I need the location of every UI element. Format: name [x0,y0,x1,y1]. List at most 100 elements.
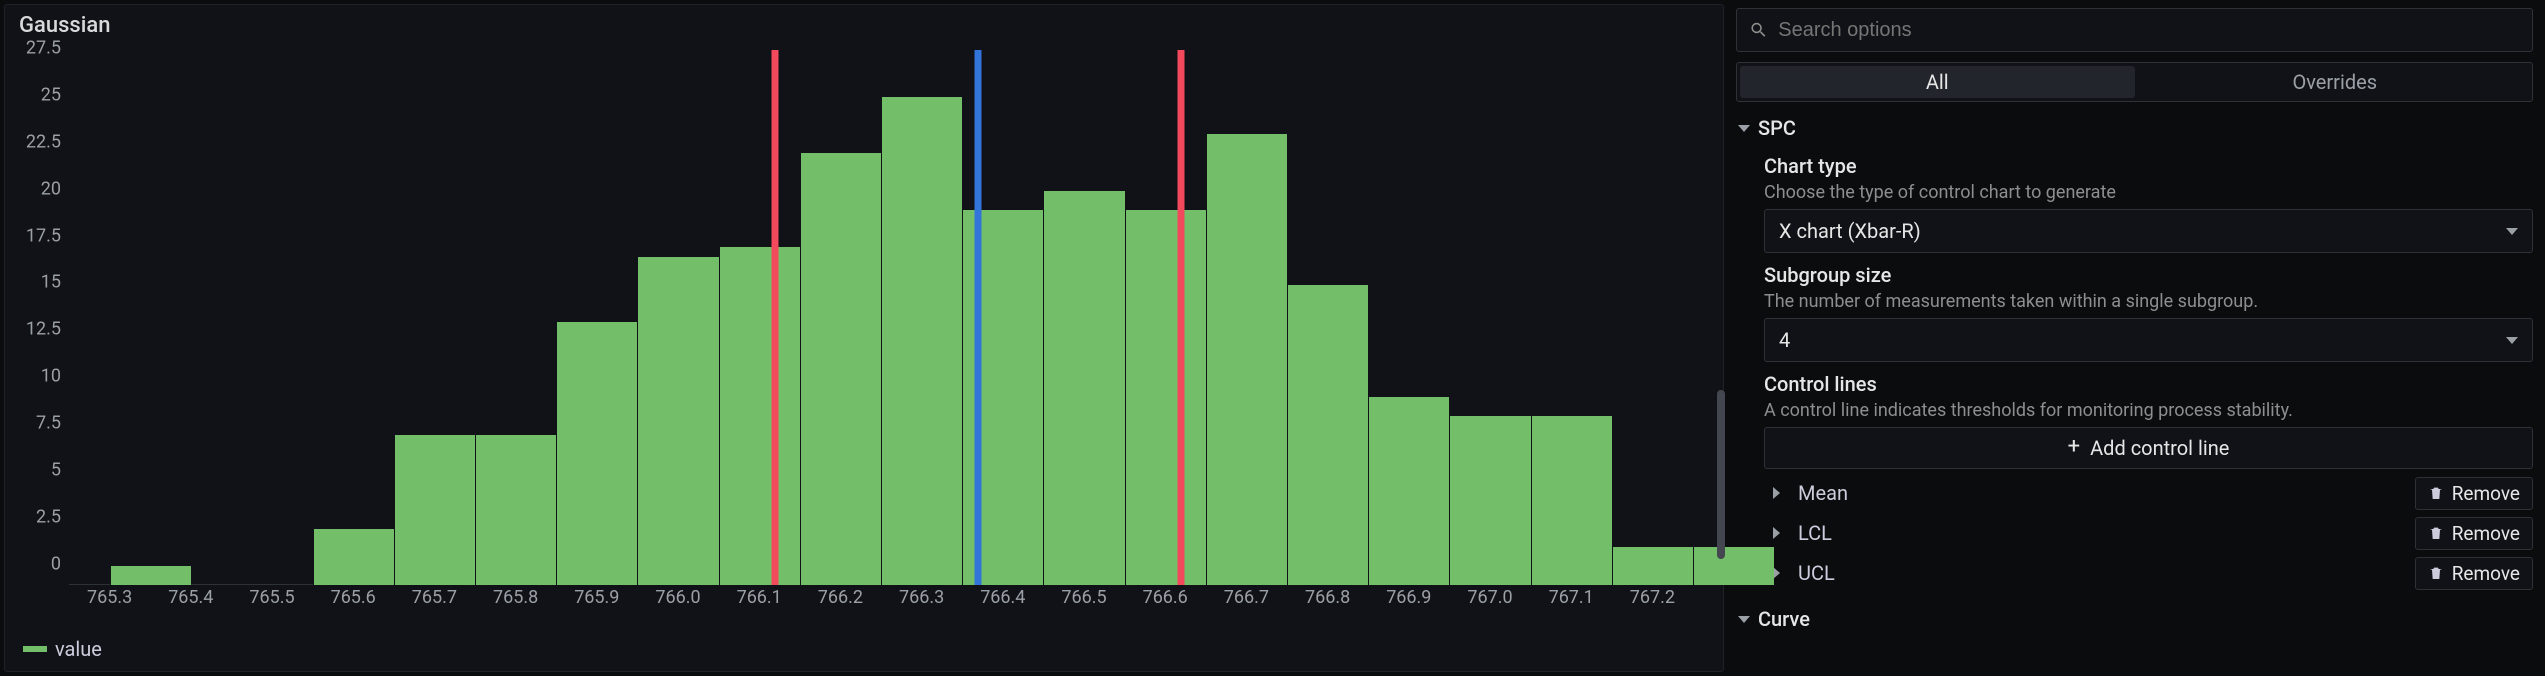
histogram-bar [1693,547,1774,585]
section-curve: Curve [1736,603,2533,635]
field-chart-type: Chart type Choose the type of control ch… [1736,154,2533,253]
histogram-bar [1125,210,1206,585]
x-tick: 766.1 [737,587,782,608]
histogram-bar [637,257,718,586]
control-line-ucl [1178,50,1185,585]
control-line-row: Mean Remove [1764,473,2533,513]
remove-label: Remove [2452,562,2520,585]
y-tick: 5 [51,460,61,481]
x-tick: 765.8 [493,587,538,608]
add-control-line-button[interactable]: + Add control line [1764,427,2533,469]
control-line-row: UCLRemove [1764,553,2533,593]
histogram-bar [1368,397,1449,585]
tab-all[interactable]: All [1740,66,2135,98]
subgroup-select[interactable]: 4 [1764,318,2533,362]
section-spc: SPC Chart type Choose the type of contro… [1736,112,2533,593]
histogram-bar [1612,547,1693,585]
y-tick: 25 [41,84,61,105]
histogram-bar [394,435,475,585]
section-curve-title: Curve [1758,607,1810,631]
histogram-bar [719,247,800,585]
remove-label: Remove [2452,522,2520,545]
panel-title: Gaussian [5,5,1723,42]
control-lines-desc: A control line indicates thresholds for … [1764,400,2533,421]
chart-type-desc: Choose the type of control chart to gene… [1764,182,2533,203]
histogram-bar [556,322,637,585]
subgroup-value: 4 [1779,328,1790,352]
chart-type-value: X chart (Xbar-R) [1779,219,1921,243]
histogram-bar [1531,416,1612,585]
histogram-bar [1449,416,1530,585]
y-tick: 0 [51,554,61,575]
x-tick: 765.3 [87,587,132,608]
chevron-down-icon [1738,125,1750,132]
search-input[interactable] [1778,19,2520,42]
y-tick: 7.5 [36,413,61,434]
section-spc-title: SPC [1758,116,1796,140]
plot-wrap: 02.557.51012.51517.52022.52527.5 765.376… [9,46,1705,627]
x-tick: 766.4 [980,587,1025,608]
x-tick: 765.7 [412,587,457,608]
field-subgroup: Subgroup size The number of measurements… [1736,263,2533,362]
histogram-bar [881,97,962,585]
scrollbar[interactable] [1717,13,1725,663]
chevron-down-icon [2506,228,2518,235]
tab-overrides[interactable]: Overrides [2138,63,2533,101]
control-lines-list: MeanRemoveLCLRemoveUCLRemove [1764,473,2533,593]
trash-icon [2428,485,2444,501]
chevron-right-icon [1773,527,1780,539]
x-tick: 766.0 [655,587,700,608]
histogram-bar [1287,285,1368,585]
subgroup-desc: The number of measurements taken within … [1764,291,2533,312]
remove-label: Remove [2452,482,2520,505]
y-tick: 10 [41,366,61,387]
chart-type-select[interactable]: X chart (Xbar-R) [1764,209,2533,253]
x-tick: 766.6 [1143,587,1188,608]
remove-button[interactable]: Remove [2415,477,2533,510]
y-tick: 12.5 [26,319,61,340]
y-tick: 27.5 [26,37,61,58]
trash-icon [2428,565,2444,581]
y-tick: 2.5 [36,507,61,528]
legend-label: value [55,637,102,661]
x-tick: 765.4 [168,587,213,608]
plot-area [69,50,1693,585]
chart-panel: Gaussian 02.557.51012.51517.52022.52527.… [4,4,1724,672]
histogram-bar [110,566,191,585]
y-tick: 17.5 [26,225,61,246]
trash-icon [2428,525,2444,541]
x-tick: 767.0 [1467,587,1512,608]
remove-button[interactable]: Remove [2415,517,2533,550]
x-tick: 766.9 [1386,587,1431,608]
control-line-lcl [772,50,779,585]
field-control-lines: Control lines A control line indicates t… [1736,372,2533,593]
legend: value [5,631,1723,671]
control-lines-label: Control lines [1764,372,2533,396]
histogram-bar [313,529,394,585]
remove-button[interactable]: Remove [2415,557,2533,590]
control-line-name: Mean [1798,481,2405,505]
expand-button[interactable] [1764,527,1788,539]
y-axis: 02.557.51012.51517.52022.52527.5 [9,50,67,585]
x-tick: 767.2 [1630,587,1675,608]
y-tick: 20 [41,178,61,199]
x-tick: 767.1 [1549,587,1594,608]
x-tick: 765.5 [249,587,294,608]
histogram-bar [800,153,881,585]
histogram-bar [475,435,556,585]
expand-button[interactable] [1764,487,1788,499]
chevron-right-icon [1773,487,1780,499]
chevron-down-icon [1738,616,1750,623]
histogram-bar [1206,134,1287,585]
y-tick: 22.5 [26,131,61,152]
chart-type-label: Chart type [1764,154,2533,178]
control-line-mean [975,50,982,585]
subgroup-label: Subgroup size [1764,263,2533,287]
x-tick: 765.6 [331,587,376,608]
section-spc-header[interactable]: SPC [1736,112,2533,144]
scrollbar-thumb[interactable] [1717,390,1725,559]
search-input-wrap[interactable] [1736,8,2533,52]
section-curve-header[interactable]: Curve [1736,603,2533,635]
x-axis: 765.3765.4765.5765.6765.7765.8765.9766.0… [69,587,1693,611]
control-line-row: LCLRemove [1764,513,2533,553]
